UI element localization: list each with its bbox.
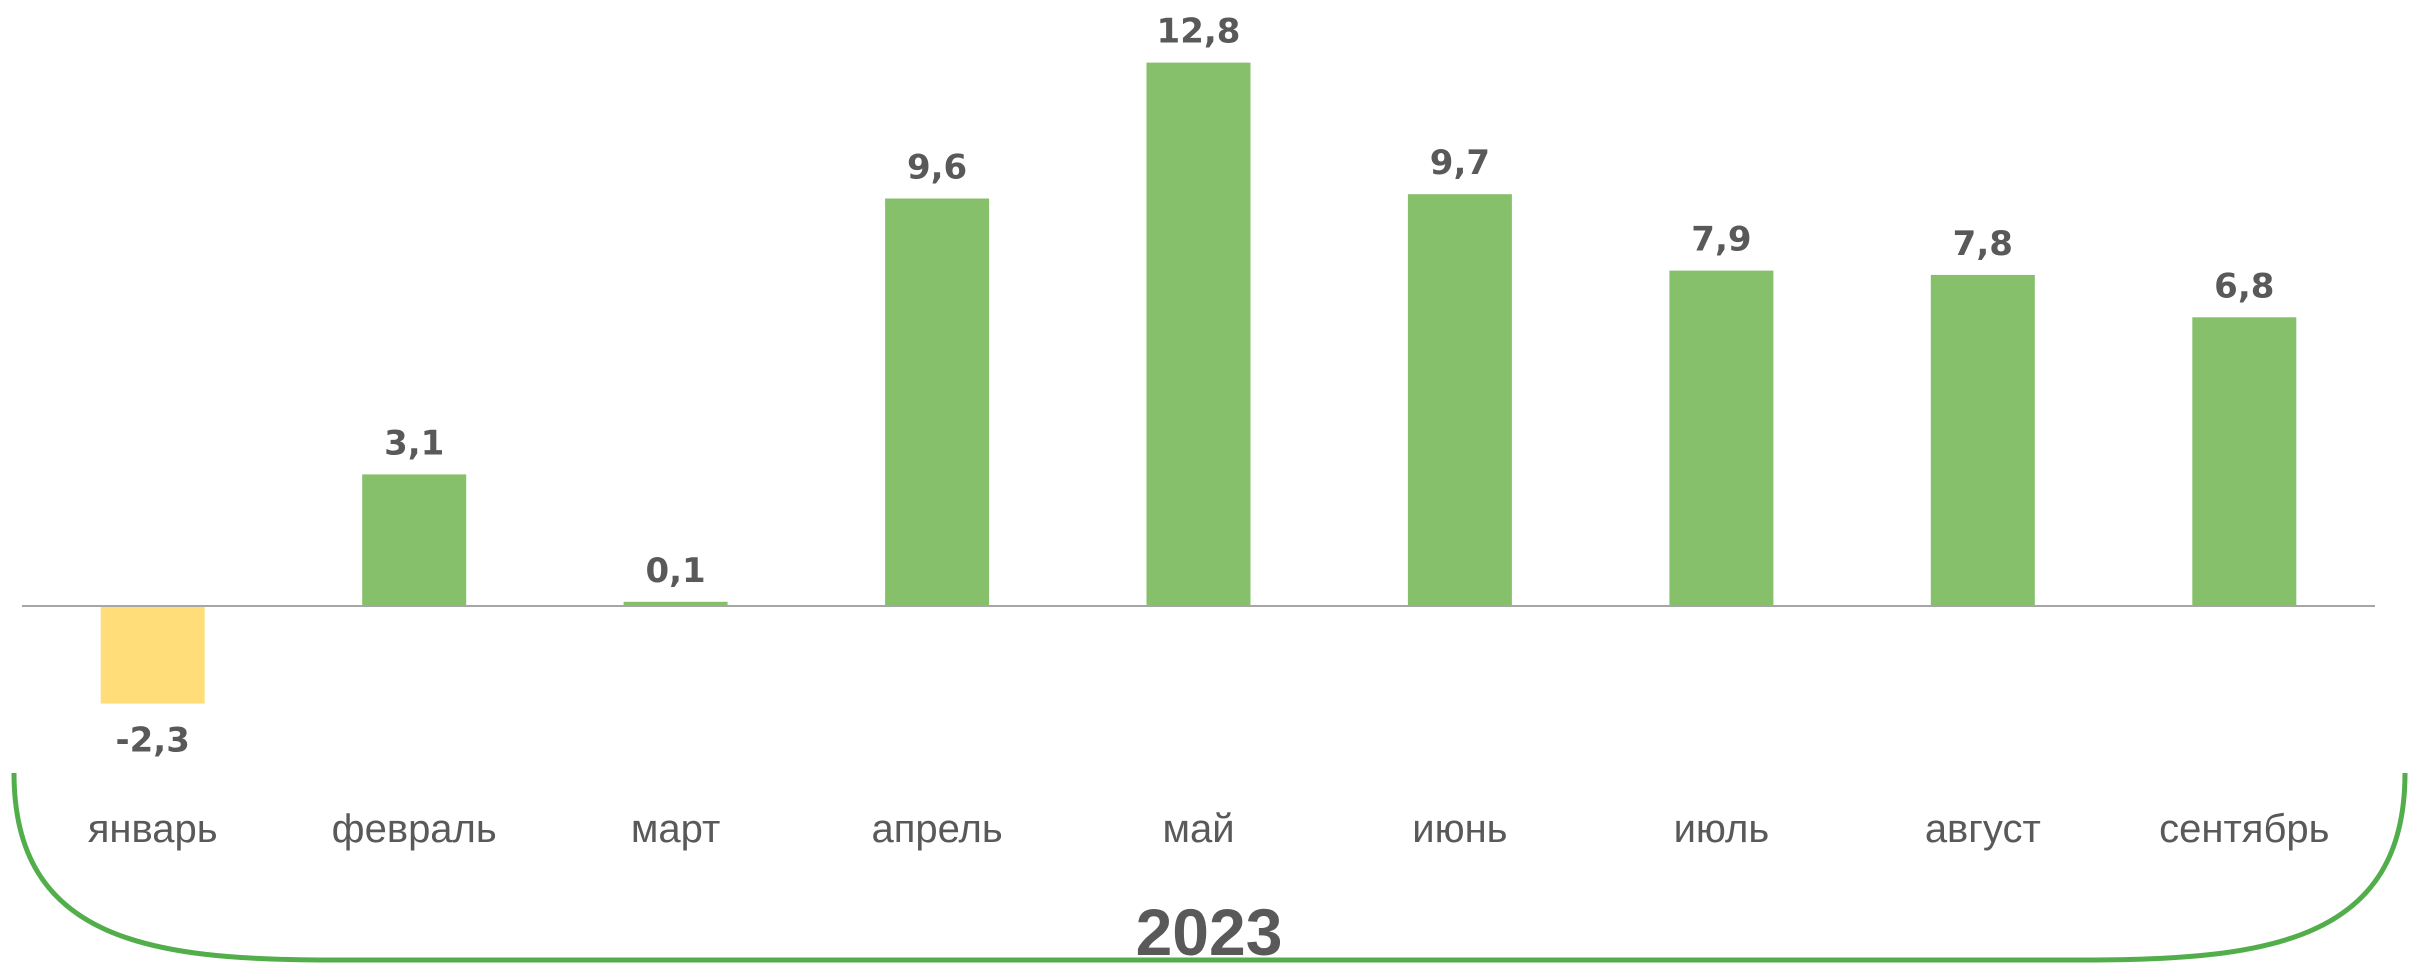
value-label-5: 12,8 <box>1157 12 1241 52</box>
bar-4 <box>885 198 990 606</box>
bar-1 <box>100 606 205 704</box>
category-label-9: сентябрь <box>2159 807 2329 851</box>
category-label-6: июнь <box>1412 807 1507 851</box>
bar-7 <box>1669 270 1774 606</box>
value-label-6: 9,7 <box>1430 143 1490 183</box>
bar-2 <box>362 474 467 606</box>
value-label-7: 7,9 <box>1691 220 1751 260</box>
category-label-2: февраль <box>332 807 497 851</box>
year-bracket <box>11 772 2408 963</box>
bar-6 <box>1407 194 1512 606</box>
value-label-4: 9,6 <box>907 148 967 188</box>
category-label-8: август <box>1925 807 2041 851</box>
value-label-3: 0,1 <box>645 551 705 591</box>
category-label-7: июль <box>1674 807 1770 851</box>
year-label: 2023 <box>1136 895 1283 963</box>
category-label-3: март <box>631 807 720 851</box>
value-label-9: 6,8 <box>2214 266 2274 306</box>
category-label-1: январь <box>88 807 218 851</box>
bar-5 <box>1146 62 1251 607</box>
category-label-4: апрель <box>871 807 1002 851</box>
value-label-2: 3,1 <box>384 423 444 463</box>
category-labels-group: январь февраль март апрель май июнь июль август… <box>88 807 2330 851</box>
bar-3 <box>623 601 728 606</box>
value-label-8: 7,8 <box>1953 224 2013 264</box>
bar-8 <box>1930 274 2035 606</box>
value-labels-group: -2,3 3,1 0,1 9,6 12,8 9,7 7,9 7,8 6,8 <box>116 12 2275 761</box>
bar-9 <box>2192 317 2297 606</box>
value-label-1: -2,3 <box>116 721 190 761</box>
category-label-5: май <box>1162 807 1234 851</box>
bars-group <box>100 62 2297 704</box>
